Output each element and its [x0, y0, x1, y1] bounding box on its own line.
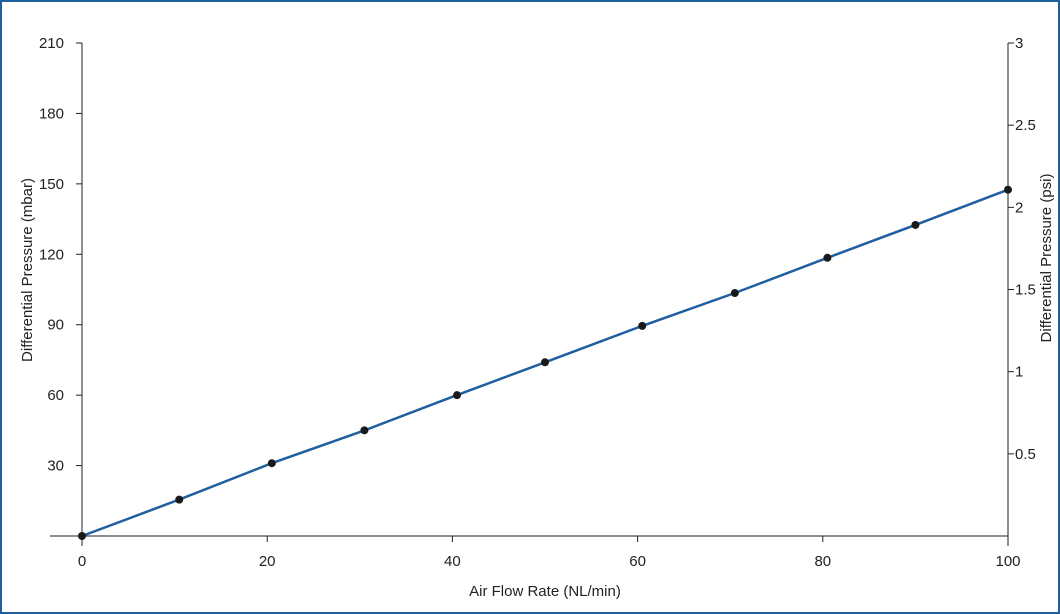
data-point	[730, 289, 739, 298]
x-tick-label: 20	[259, 553, 276, 570]
x-tick-label: 0	[78, 553, 86, 570]
y-tick-label-left: 150	[39, 176, 64, 193]
y-tick-label-left: 210	[39, 35, 64, 52]
data-point	[267, 459, 276, 468]
data-point	[911, 220, 920, 229]
x-tick-label: 100	[995, 553, 1020, 570]
x-tick-label: 40	[444, 553, 461, 570]
y-tick-label-left: 60	[47, 387, 64, 404]
x-tick-label: 60	[629, 553, 646, 570]
y-tick-label-right: 0.5	[1015, 446, 1036, 463]
data-point	[1004, 185, 1012, 194]
y-tick-label-right: 1.5	[1015, 282, 1036, 299]
x-axis-title: Air Flow Rate (NL/min)	[469, 583, 621, 600]
y-tick-label-left: 180	[39, 105, 64, 122]
y-tick-label-left: 120	[39, 246, 64, 263]
ticks: 0 20 40 60 80 100 30 60 90 120 150 180 210 0.5 1 1.5 2 2.…	[39, 35, 1036, 570]
data-point	[78, 532, 86, 540]
data-point	[823, 253, 832, 262]
data-point	[360, 426, 369, 435]
data-point	[638, 321, 647, 330]
y-tick-label-left: 30	[47, 458, 64, 475]
data-point	[175, 495, 184, 504]
y-tick-label-left: 90	[47, 317, 64, 334]
y-tick-label-right: 1	[1015, 364, 1023, 381]
x-tick-label: 80	[814, 553, 831, 570]
data-point	[453, 391, 462, 400]
y-tick-label-right: 2.5	[1015, 117, 1036, 134]
data-point	[541, 358, 549, 367]
axes	[50, 43, 1009, 546]
y-axis-title-left: Differential Pressure (mbar)	[19, 178, 36, 362]
y-tick-label-right: 3	[1015, 35, 1023, 52]
y-tick-label-right: 2	[1015, 199, 1023, 216]
plot-area	[78, 185, 1012, 540]
y-axis-title-right: Differential Pressure (psi)	[1038, 174, 1055, 343]
